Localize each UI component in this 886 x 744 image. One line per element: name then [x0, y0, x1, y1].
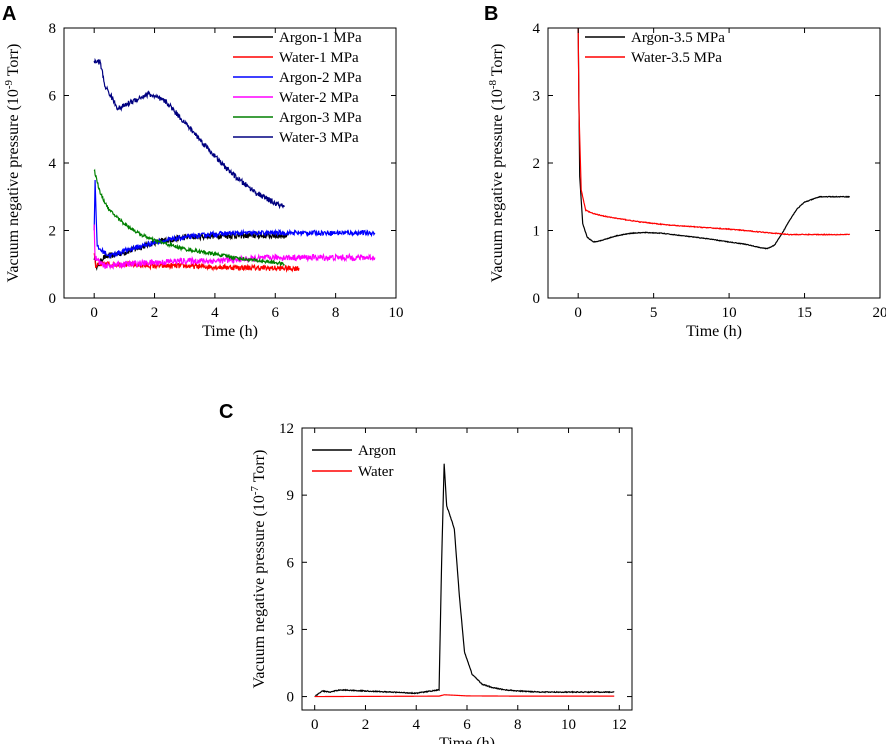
- series-line-b-argon-3-5-mpa: [577, 27, 850, 250]
- x-tick-label: 6: [272, 305, 280, 321]
- y-tick-label: 1: [533, 224, 541, 240]
- chart-panel-c: 0 2 4 6 8 10 12 0 3 6 9 12 Time (h) Vacuum negative p…: [249, 421, 633, 744]
- x-tick-label: 4: [412, 717, 420, 733]
- x-tick-label: 6: [463, 717, 471, 733]
- y-tick-label: 8: [49, 21, 57, 37]
- series-line-c-argon: [314, 463, 615, 698]
- y-axis-title-text: Vacuum negative pressure (10: [5, 89, 22, 282]
- legend-label: Water-1 MPa: [279, 50, 359, 66]
- y-tick-label: 4: [49, 156, 57, 172]
- y-axis-title: Vacuum negative pressure (10-8 Torr): [487, 44, 506, 283]
- x-tick-label: 2: [362, 717, 370, 733]
- y-axis-title-text: Vacuum negative pressure (10: [251, 495, 268, 688]
- y-tick-label: 4: [533, 21, 541, 37]
- legend-label: Argon-3.5 MPa: [631, 30, 725, 46]
- y-tick-label: 2: [533, 156, 541, 172]
- y-tick-label: 2: [49, 224, 57, 240]
- x-tick-label: 8: [332, 305, 340, 321]
- x-tick-label: 10: [722, 305, 737, 321]
- legend-label: Argon: [358, 443, 397, 459]
- legend-label: Argon-1 MPa: [279, 30, 362, 46]
- panel-letter-c: C: [219, 401, 233, 423]
- chart-panel-a: 0 2 4 6 8 10 0 2 4 6 8 Time (h) Vacuum negative pres…: [3, 21, 404, 340]
- x-tick-label: 20: [873, 305, 886, 321]
- legend-label: Water-3.5 MPa: [631, 50, 722, 66]
- x-tick-label: 10: [389, 305, 404, 321]
- series-line-a-water-3-mpa: [93, 57, 285, 210]
- y-axis-title-unit: Torr): [489, 44, 506, 80]
- x-tick-label: 4: [211, 305, 219, 321]
- y-tick-label: 6: [287, 555, 295, 571]
- legend-label: Water-3 MPa: [279, 130, 359, 146]
- x-tick-label: 10: [561, 717, 576, 733]
- x-axis-title: Time (h): [439, 735, 495, 744]
- y-axis-title: Vacuum negative pressure (10-9 Torr): [3, 44, 22, 283]
- x-tick-label: 15: [797, 305, 812, 321]
- x-tick-label: 5: [650, 305, 658, 321]
- x-tick-label: 12: [612, 717, 627, 733]
- series-line-c-water: [314, 694, 615, 698]
- y-tick-label: 0: [533, 291, 541, 307]
- x-tick-label: 0: [574, 305, 582, 321]
- chart-panel-b: 0 5 10 15 20 0 1 2 3 4 Time (h) Vacuum negative pre…: [487, 21, 886, 340]
- y-tick-label: 12: [279, 421, 294, 437]
- x-axis-title: Time (h): [202, 323, 258, 340]
- y-tick-label: 0: [49, 291, 57, 307]
- y-axis-title-exponent: -8: [487, 79, 499, 89]
- x-tick-label: 2: [151, 305, 159, 321]
- series-line-a-argon-3-mpa: [93, 168, 285, 267]
- y-tick-label: 3: [533, 89, 541, 105]
- y-axis-title-unit: Torr): [5, 44, 22, 80]
- x-tick-label: 8: [514, 717, 522, 733]
- y-axis-title: Vacuum negative pressure (10-7 Torr): [249, 450, 268, 689]
- y-tick-label: 9: [287, 488, 295, 504]
- series-line-b-water-3-5-mpa: [577, 27, 851, 236]
- y-axis-title-exponent: -9: [3, 79, 15, 89]
- y-axis-title-unit: Torr): [251, 450, 268, 486]
- y-axis-title-text: Vacuum negative pressure (10: [489, 89, 506, 282]
- x-axis-title: Time (h): [686, 323, 742, 340]
- y-tick-label: 6: [49, 89, 57, 105]
- panel-letter-a: A: [2, 3, 16, 25]
- series-line-a-argon-2-mpa: [93, 179, 376, 259]
- y-tick-label: 3: [287, 622, 295, 638]
- legend-label: Water: [358, 464, 393, 480]
- x-tick-label: 0: [90, 305, 98, 321]
- legend-label: Argon-3 MPa: [279, 110, 362, 126]
- y-tick-label: 0: [287, 690, 295, 706]
- legend-label: Water-2 MPa: [279, 90, 359, 106]
- panel-letter-b: B: [484, 3, 498, 25]
- y-axis-title-exponent: -7: [249, 485, 261, 495]
- x-tick-label: 0: [311, 717, 319, 733]
- legend-label: Argon-2 MPa: [279, 70, 362, 86]
